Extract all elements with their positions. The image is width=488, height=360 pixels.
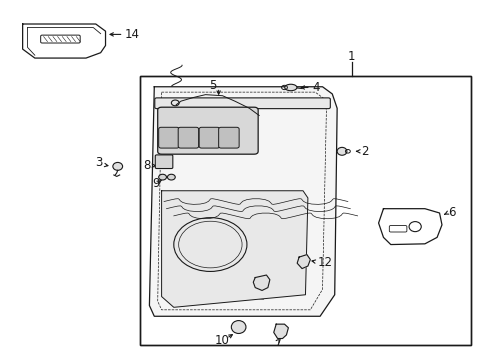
Ellipse shape bbox=[113, 162, 122, 170]
Ellipse shape bbox=[336, 147, 346, 155]
Polygon shape bbox=[273, 324, 288, 338]
Text: 4: 4 bbox=[312, 81, 320, 94]
Text: 1: 1 bbox=[347, 50, 355, 63]
Ellipse shape bbox=[231, 320, 245, 333]
Text: 9: 9 bbox=[152, 177, 159, 190]
Text: 2: 2 bbox=[361, 145, 368, 158]
Polygon shape bbox=[22, 24, 105, 58]
FancyBboxPatch shape bbox=[155, 155, 172, 168]
Polygon shape bbox=[161, 191, 307, 307]
Text: 10: 10 bbox=[215, 334, 229, 347]
Ellipse shape bbox=[158, 174, 166, 180]
Text: 14: 14 bbox=[125, 28, 140, 41]
Ellipse shape bbox=[284, 84, 296, 91]
Bar bbox=[140, 76, 470, 345]
FancyBboxPatch shape bbox=[199, 127, 219, 148]
Text: 8: 8 bbox=[143, 159, 151, 172]
Polygon shape bbox=[378, 209, 441, 244]
FancyBboxPatch shape bbox=[158, 127, 179, 148]
FancyBboxPatch shape bbox=[178, 127, 198, 148]
FancyBboxPatch shape bbox=[218, 127, 239, 148]
Text: 7: 7 bbox=[274, 336, 282, 348]
FancyBboxPatch shape bbox=[158, 107, 258, 154]
Text: 6: 6 bbox=[447, 206, 455, 219]
Ellipse shape bbox=[167, 174, 175, 180]
Text: 11: 11 bbox=[250, 290, 265, 303]
Text: 5: 5 bbox=[209, 79, 216, 92]
Bar bbox=[140, 76, 470, 345]
Polygon shape bbox=[149, 87, 336, 316]
FancyBboxPatch shape bbox=[155, 98, 330, 109]
Text: 3: 3 bbox=[95, 156, 102, 169]
Polygon shape bbox=[297, 255, 310, 269]
Polygon shape bbox=[253, 275, 269, 291]
Text: 12: 12 bbox=[317, 256, 332, 269]
Text: 13: 13 bbox=[158, 117, 173, 130]
